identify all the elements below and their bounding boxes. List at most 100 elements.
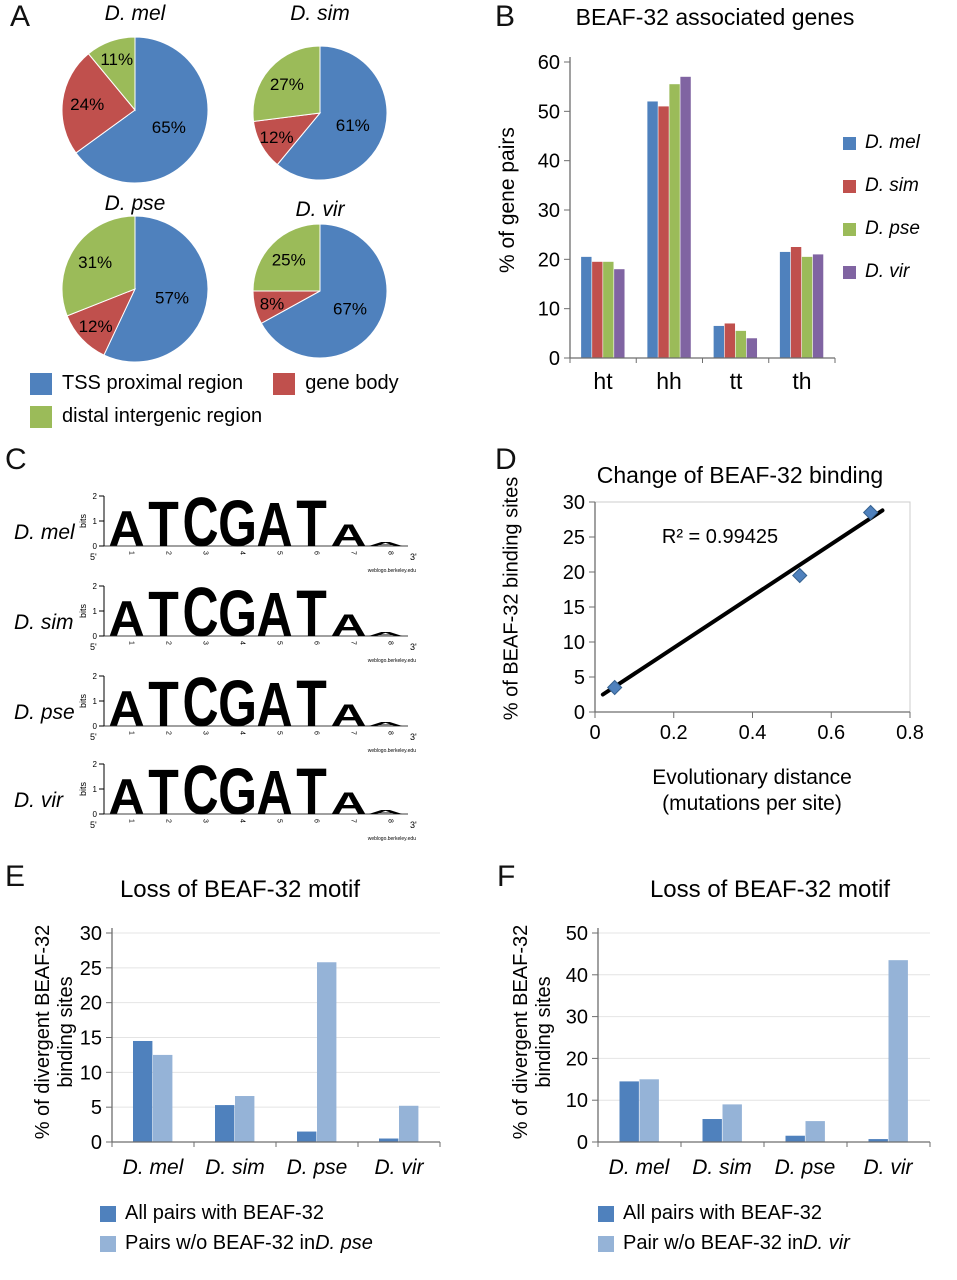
svg-text:50: 50: [538, 101, 560, 123]
svg-text:T: T: [148, 489, 179, 560]
svg-text:A: A: [108, 681, 144, 737]
svg-text:A: A: [108, 501, 144, 557]
svg-text:1: 1: [93, 785, 98, 794]
svg-text:2: 2: [165, 551, 172, 555]
svg-text:T: T: [296, 487, 327, 560]
svg-text:3': 3': [410, 642, 417, 652]
cat-e-dpse: D. pse: [286, 1156, 348, 1179]
svg-text:27%: 27%: [270, 75, 304, 94]
legend-swatch-dmel: [843, 136, 856, 150]
svg-text:A: A: [256, 758, 292, 828]
legend-swatch-dsim: [843, 179, 856, 193]
panel-e-title: Loss of BEAF-32 motif: [119, 876, 361, 903]
svg-text:7: 7: [350, 641, 357, 645]
svg-text:0: 0: [577, 1132, 588, 1154]
cat-f-dpse: D. pse: [774, 1156, 836, 1179]
svg-text:2: 2: [165, 819, 172, 823]
svg-text:C: C: [182, 663, 218, 741]
svg-text:A: A: [367, 721, 403, 727]
pie-charts: 65% 24% 11% 61% 12% 27% 57% 12% 31% 67% 8% 25%: [61, 36, 388, 363]
svg-text:1: 1: [93, 697, 98, 706]
legend-swatch-all-pairs: [100, 1205, 116, 1222]
svg-text:C: C: [182, 751, 218, 829]
panel-f-legend: All pairs with BEAF-32 Pair w/o BEAF-32 …: [598, 1202, 850, 1262]
cat-f-dvir: D. vir: [863, 1156, 913, 1179]
legend-label-wo-species: D. vir: [803, 1232, 850, 1254]
svg-text:20: 20: [538, 249, 560, 271]
panel-e-legend: All pairs with BEAF-32 Pairs w/o BEAF-32…: [100, 1202, 373, 1262]
svg-text:5: 5: [276, 641, 283, 645]
svg-text:11%: 11%: [100, 50, 133, 69]
panel-b-label: B: [495, 0, 516, 33]
panel-b-title: BEAF-32 associated genes: [575, 4, 855, 30]
panel-f-label: F: [497, 860, 516, 893]
logo-row-dpse: D. pse 0 1 2 bits A T C G A T A A 1 2 3 4 5 6 7 8 5' 3' weblog…: [0, 663, 460, 758]
svg-text:10: 10: [563, 632, 585, 654]
svg-text:1: 1: [128, 641, 135, 645]
legend-swatch-genebody: [273, 372, 296, 395]
svg-text:50: 50: [566, 923, 588, 945]
svg-text:40: 40: [566, 965, 588, 987]
pie-title-dvir: D. vir: [295, 198, 345, 221]
svg-text:bits: bits: [78, 514, 88, 529]
species-label-dmel: D. mel: [14, 521, 75, 544]
svg-text:8: 8: [387, 551, 394, 555]
panel-b: B BEAF-32 associated genes % of gene pai…: [460, 0, 957, 440]
panel-d: D Change of BEAF-32 binding % of BEAF-32…: [460, 440, 957, 860]
svg-text:10: 10: [80, 1062, 102, 1084]
legend-label-dmel: D. mel: [865, 132, 920, 153]
svg-text:3': 3': [410, 820, 417, 830]
pie-title-dmel: D. mel: [104, 2, 166, 25]
legend-label-wo-pairs: Pairs w/o BEAF-32 in: [125, 1232, 316, 1254]
svg-text:15: 15: [80, 1028, 102, 1050]
svg-text:0.2: 0.2: [660, 722, 688, 744]
svg-text:20: 20: [80, 993, 102, 1015]
svg-text:30: 30: [538, 200, 560, 222]
pie-title-dsim: D. sim: [290, 2, 350, 25]
cat-f-dsim: D. sim: [692, 1156, 752, 1179]
svg-text:3: 3: [202, 731, 209, 735]
bar-chart-f: 0 10 20 30 40 50: [566, 923, 931, 1154]
svg-text:4: 4: [239, 819, 246, 823]
svg-text:5': 5': [90, 820, 97, 830]
cat-tt: tt: [729, 368, 743, 394]
svg-text:3: 3: [202, 641, 209, 645]
svg-text:weblogo.berkeley.edu: weblogo.berkeley.edu: [368, 748, 416, 754]
panel-c-label: C: [5, 443, 27, 476]
svg-text:2: 2: [93, 582, 98, 591]
svg-text:31%: 31%: [78, 253, 112, 272]
svg-text:5': 5': [90, 552, 97, 562]
svg-text:T: T: [148, 757, 179, 828]
svg-text:0: 0: [589, 722, 600, 744]
svg-text:A: A: [330, 608, 366, 643]
cat-e-dvir: D. vir: [374, 1156, 424, 1179]
svg-text:G: G: [218, 667, 257, 740]
svg-text:A: A: [367, 541, 403, 547]
svg-text:T: T: [148, 669, 179, 740]
legend-label-genebody: gene body: [305, 372, 399, 394]
svg-text:25%: 25%: [272, 251, 306, 270]
bar-chart-b: 0 10 20 30 40 50 60: [538, 52, 836, 370]
svg-text:A: A: [108, 769, 144, 825]
svg-text:8%: 8%: [260, 294, 285, 313]
svg-text:2: 2: [93, 492, 98, 501]
svg-text:A: A: [330, 786, 366, 821]
legend-swatch-wo-pairs: [100, 1235, 116, 1252]
svg-text:A: A: [330, 518, 366, 553]
svg-text:2: 2: [165, 731, 172, 735]
legend-swatch-dpse: [843, 222, 856, 236]
svg-text:25: 25: [563, 527, 585, 549]
svg-text:30: 30: [563, 492, 585, 514]
scatter-chart-d: 0 5 10 15 20 25 30 0 0.2 0.4 0.6 0.8: [563, 492, 924, 744]
legend-label-wo-species: D. pse: [315, 1232, 373, 1254]
svg-text:C: C: [182, 573, 218, 651]
legend-swatch-dvir: [843, 265, 856, 279]
svg-text:0: 0: [93, 542, 98, 551]
legend-label-all-pairs: All pairs with BEAF-32: [125, 1202, 324, 1224]
svg-text:1: 1: [93, 517, 98, 526]
svg-text:0: 0: [93, 722, 98, 731]
svg-text:5': 5': [90, 732, 97, 742]
